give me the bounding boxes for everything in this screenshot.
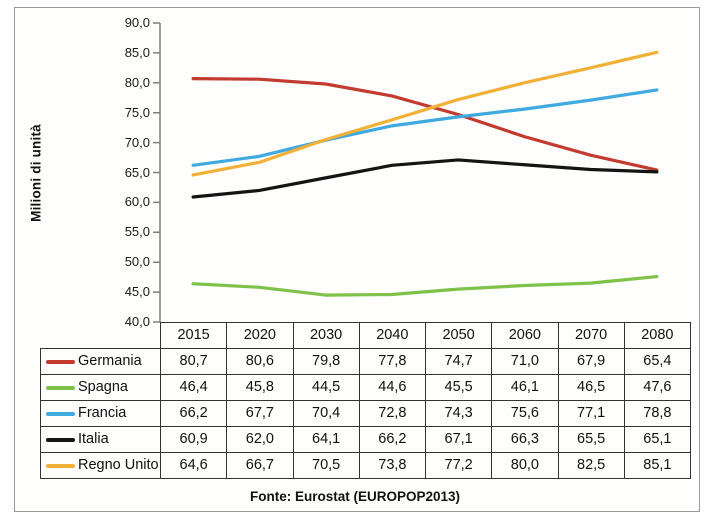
legend-label: Italia: [78, 431, 109, 447]
legend-swatch-germania: [46, 359, 75, 364]
value-cell: 66,3: [491, 426, 559, 453]
y-tick-label: 85,0: [124, 44, 150, 60]
legend-swatch-francia: [46, 411, 75, 416]
year-header-cell: 2080: [623, 322, 692, 349]
value-cell: 45,5: [424, 374, 493, 401]
series-line-spagna: [191, 274, 659, 297]
legend-cell: Spagna: [40, 374, 161, 401]
value-cell: 45,8: [226, 374, 294, 401]
year-header-cell: 2015: [159, 322, 228, 349]
year-header-cell: 2050: [424, 322, 493, 349]
y-tick-label: 65,0: [124, 164, 150, 180]
value-cell: 65,1: [623, 426, 692, 453]
series-line-italia: [191, 158, 659, 199]
value-cell: 85,1: [623, 452, 692, 479]
value-cell: 67,7: [226, 400, 294, 427]
value-cell: 44,6: [358, 374, 427, 401]
y-tick-label: 80,0: [124, 74, 150, 90]
value-cell: 79,8: [292, 348, 360, 375]
legend-cell: Francia: [40, 400, 161, 427]
y-tick-label: 55,0: [124, 224, 150, 240]
y-axis-line: [153, 22, 161, 323]
value-cell: 70,5: [292, 452, 360, 479]
value-cell: 80,7: [159, 348, 228, 375]
y-tick-label: 50,0: [124, 254, 150, 270]
value-cell: 77,8: [358, 348, 427, 375]
value-cell: 46,1: [491, 374, 559, 401]
legend-label: Francia: [78, 405, 127, 421]
y-tick-label: 70,0: [124, 134, 150, 150]
value-cell: 80,0: [491, 452, 559, 479]
value-cell: 65,5: [557, 426, 625, 453]
value-cell: 72,8: [358, 400, 427, 427]
legend-label: Germania: [78, 353, 142, 369]
value-cell: 73,8: [358, 452, 427, 479]
table-header-row: 2015 2020 2030 2040 2050 2060 2070 2080: [41, 322, 692, 349]
value-cell: 65,4: [623, 348, 692, 375]
legend-label: Spagna: [78, 379, 128, 395]
value-cell: 46,4: [159, 374, 228, 401]
value-cell: 80,6: [226, 348, 294, 375]
legend-cell: Italia: [40, 426, 161, 453]
value-cell: 77,1: [557, 400, 625, 427]
value-cell: 60,9: [159, 426, 228, 453]
series-line-regno-unito: [191, 50, 659, 177]
y-tick-label: 75,0: [124, 104, 150, 120]
legend-swatch-italia: [46, 437, 75, 442]
table-row: Italia 60,9 62,0 64,1 66,2 67,1 66,3 65,5 65,1: [40, 426, 692, 453]
value-cell: 64,1: [292, 426, 360, 453]
y-tick-label: 90,0: [124, 15, 150, 30]
value-cell: 44,5: [292, 374, 360, 401]
value-cell: 67,1: [424, 426, 493, 453]
value-cell: 74,3: [424, 400, 493, 427]
legend-cell: Germania: [40, 348, 161, 375]
data-table: 2015 2020 2030 2040 2050 2060 2070 2080 Germania…: [40, 322, 692, 479]
value-cell: 78,8: [623, 400, 692, 427]
table-corner-blank: [41, 323, 161, 349]
year-header-cell: 2020: [226, 322, 294, 349]
source-note: Fonte: Eurostat (EUROPOP2013): [249, 489, 461, 504]
value-cell: 46,5: [557, 374, 625, 401]
table-row: Regno Unito 64,6 66,7 70,5 73,8 77,2 80,0 82,5 8…: [40, 452, 692, 479]
value-cell: 74,7: [424, 348, 493, 375]
value-cell: 82,5: [557, 452, 625, 479]
value-cell: 47,6: [623, 374, 692, 401]
legend-cell: Regno Unito: [40, 452, 161, 479]
y-tick-label: 40,0: [124, 314, 150, 329]
value-cell: 67,9: [557, 348, 625, 375]
value-cell: 66,2: [358, 426, 427, 453]
value-cell: 70,4: [292, 400, 360, 427]
table-row: Francia 66,2 67,7 70,4 72,8 74,3 75,6 77,1 78,8: [40, 400, 692, 427]
year-header-cell: 2060: [491, 322, 559, 349]
value-cell: 64,6: [159, 452, 228, 479]
table-row: Spagna 46,4 45,8 44,5 44,6 45,5 46,1 46,5 47,6: [40, 374, 692, 401]
y-tick-label: 60,0: [124, 194, 150, 210]
legend-swatch-regno-unito: [46, 463, 75, 468]
value-cell: 71,0: [491, 348, 559, 375]
legend-swatch-spagna: [46, 385, 75, 390]
legend-label: Regno Unito: [78, 457, 159, 473]
value-cell: 75,6: [491, 400, 559, 427]
series-line-francia: [191, 88, 659, 167]
value-cell: 62,0: [226, 426, 294, 453]
year-header-cell: 2070: [557, 322, 625, 349]
table-row: Germania 80,7 80,6 79,8 77,8 74,7 71,0 67,9 65,4: [40, 348, 692, 375]
year-header-cell: 2040: [358, 322, 427, 349]
value-cell: 77,2: [424, 452, 493, 479]
value-cell: 66,7: [226, 452, 294, 479]
y-tick-label: 45,0: [124, 284, 150, 300]
year-header-cell: 2030: [292, 322, 360, 349]
value-cell: 66,2: [159, 400, 228, 427]
series-line-germania: [191, 77, 659, 172]
